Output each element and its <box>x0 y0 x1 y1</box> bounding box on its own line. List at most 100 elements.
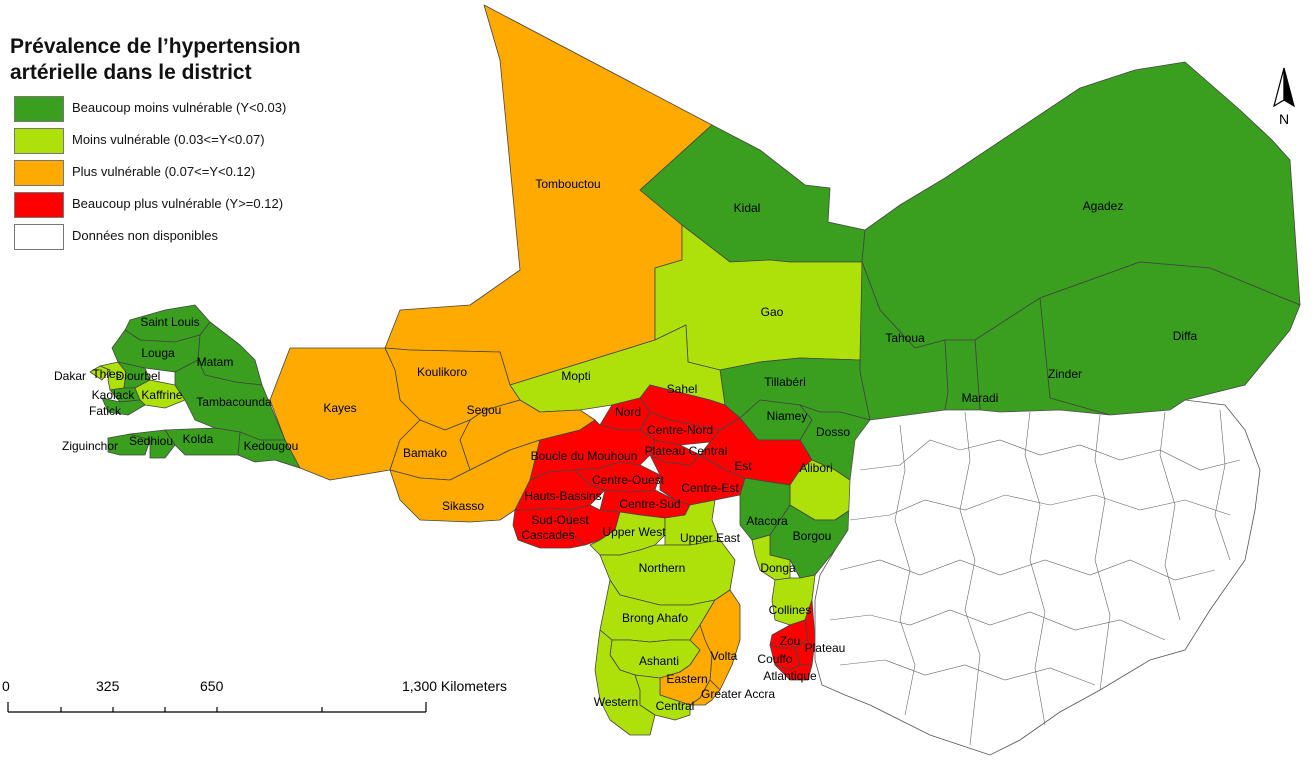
region-cascades <box>512 507 586 549</box>
region-label: Segou <box>467 403 502 417</box>
scale-tick-0: 0 <box>2 678 10 694</box>
legend-item-moins: Moins vulnérable (0.03<=Y<0.07) <box>10 124 370 156</box>
legend-label: Données non disponibles <box>72 228 218 243</box>
north-arrow: N <box>1273 67 1295 127</box>
region-label: Boucle du Mouhoun <box>531 449 638 463</box>
region-label: Couffo <box>757 652 792 666</box>
region-label: Tambacounda <box>196 395 272 409</box>
region-label: Agadez <box>1083 199 1124 213</box>
region-label: Atacora <box>746 514 788 528</box>
region-kolda <box>164 427 241 456</box>
legend-swatch <box>14 160 64 186</box>
region-label: Bamako <box>403 446 447 460</box>
region-label: Sahel <box>667 382 698 396</box>
region-label: Atlantique <box>763 669 817 683</box>
legend-label: Beaucoup moins vulnérable (Y<0.03) <box>72 100 287 115</box>
legend-label: Beaucoup plus vulnérable (Y>=0.12) <box>72 196 284 211</box>
no-data-boundary <box>849 494 1231 521</box>
legend-label: Plus vulnérable (0.07<=Y<0.12) <box>72 164 256 179</box>
region-label: Central <box>656 699 695 713</box>
legend-swatch <box>14 128 64 154</box>
region-label: Greater Accra <box>701 687 775 701</box>
no-data-boundary <box>959 411 981 746</box>
legend-item-no-data: Données non disponibles <box>10 220 370 252</box>
region-shapes <box>89 4 1301 736</box>
region-label: Saint Louis <box>140 315 199 329</box>
no-data-boundary <box>829 609 1166 641</box>
region-label: Borgou <box>793 529 832 543</box>
north-label: N <box>1279 111 1289 127</box>
region-label: Sedhiou <box>129 434 173 448</box>
scale-line <box>7 702 427 713</box>
legend-title-line1: Prévalence de l’hypertension <box>10 35 301 58</box>
region-label: Kayes <box>323 401 356 415</box>
legend-swatch <box>14 192 64 218</box>
north-arrow-icon <box>1273 67 1285 108</box>
region-label: Zou <box>780 634 801 648</box>
region-label: Thies <box>92 367 121 381</box>
legend-item-beaucoup-moins: Beaucoup moins vulnérable (Y<0.03) <box>10 92 370 124</box>
no-data-boundary <box>894 424 916 716</box>
region-fatick <box>101 397 146 416</box>
region-label: Diffa <box>1173 329 1198 343</box>
scale-bar: 0 325 650 1,300 Kilometers <box>2 678 507 713</box>
region-label: Gao <box>761 305 784 319</box>
region-label: Centre-Nord <box>647 423 713 437</box>
region-labels: Tombouctou Kidal Agadez Gao Tahoua Diffa Zinde… <box>54 177 1198 713</box>
region-label: Diourbel <box>116 369 161 383</box>
region-label: Tahoua <box>885 331 925 345</box>
region-label: Nord <box>615 405 641 419</box>
region-atlantique <box>774 664 813 681</box>
region-kedougou <box>237 431 301 469</box>
region-label: Mopti <box>561 369 590 383</box>
region-label: Plateau Central <box>645 444 728 458</box>
region-label: Volta <box>711 649 738 663</box>
region-label: Niamey <box>767 409 808 423</box>
scale-tick-325: 325 <box>96 678 120 694</box>
legend-swatch <box>14 96 64 122</box>
legend-swatch <box>14 224 64 250</box>
region-label: Centre-Est <box>681 481 739 495</box>
region-label: Upper West <box>602 525 666 539</box>
region-label: Cascades <box>521 528 574 542</box>
region-label: Brong Ahafo <box>622 611 688 625</box>
region-label: Tombouctou <box>535 177 600 191</box>
region-central <box>634 674 691 721</box>
legend-item-plus: Plus vulnérable (0.07<=Y<0.12) <box>10 156 370 188</box>
legend-title-line2: artérielle dans le district <box>10 61 252 84</box>
region-greater-accra <box>689 679 721 706</box>
region-label: Matam <box>197 355 234 369</box>
region-label: Eastern <box>666 672 707 686</box>
region-label: Collines <box>769 603 812 617</box>
no-data-boundary <box>1024 411 1046 726</box>
region-label: Louga <box>141 346 175 360</box>
region-label: Sikasso <box>442 499 484 513</box>
legend-label: Moins vulnérable (0.03<=Y<0.07) <box>72 132 265 147</box>
region-label: Hauts-Bassins <box>524 489 601 503</box>
no-data-boundary <box>839 659 1096 686</box>
region-label: Kolda <box>183 432 214 446</box>
region-label: Dakar <box>54 369 86 383</box>
region-label: Koulikoro <box>417 365 467 379</box>
region-label: Donga <box>760 561 796 575</box>
scale-tick-1300: 1,300 Kilometers <box>402 678 507 694</box>
region-label: Kaffrine <box>141 388 182 402</box>
region-label: Maradi <box>962 391 999 405</box>
no-data-boundary <box>1159 411 1181 621</box>
legend-title: Prévalence de l’hypertension artérielle … <box>10 34 370 86</box>
no-data-boundary <box>1214 409 1231 561</box>
region-label: Northern <box>639 561 686 575</box>
no-data-outline <box>814 399 1261 756</box>
region-label: Fatick <box>89 404 122 418</box>
no-data-boundary <box>859 439 1241 471</box>
no-data-boundary <box>839 559 1216 581</box>
region-label: Alibori <box>799 461 832 475</box>
region-label: Tillabéri <box>764 375 806 389</box>
region-label: Kidal <box>734 201 761 215</box>
scale-tick-650: 650 <box>200 678 224 694</box>
no-data-boundary <box>1094 414 1111 691</box>
region-label: Ziguinchor <box>62 439 118 453</box>
region-label: Kedougou <box>244 439 299 453</box>
legend-item-beaucoup-plus: Beaucoup plus vulnérable (Y>=0.12) <box>10 188 370 220</box>
